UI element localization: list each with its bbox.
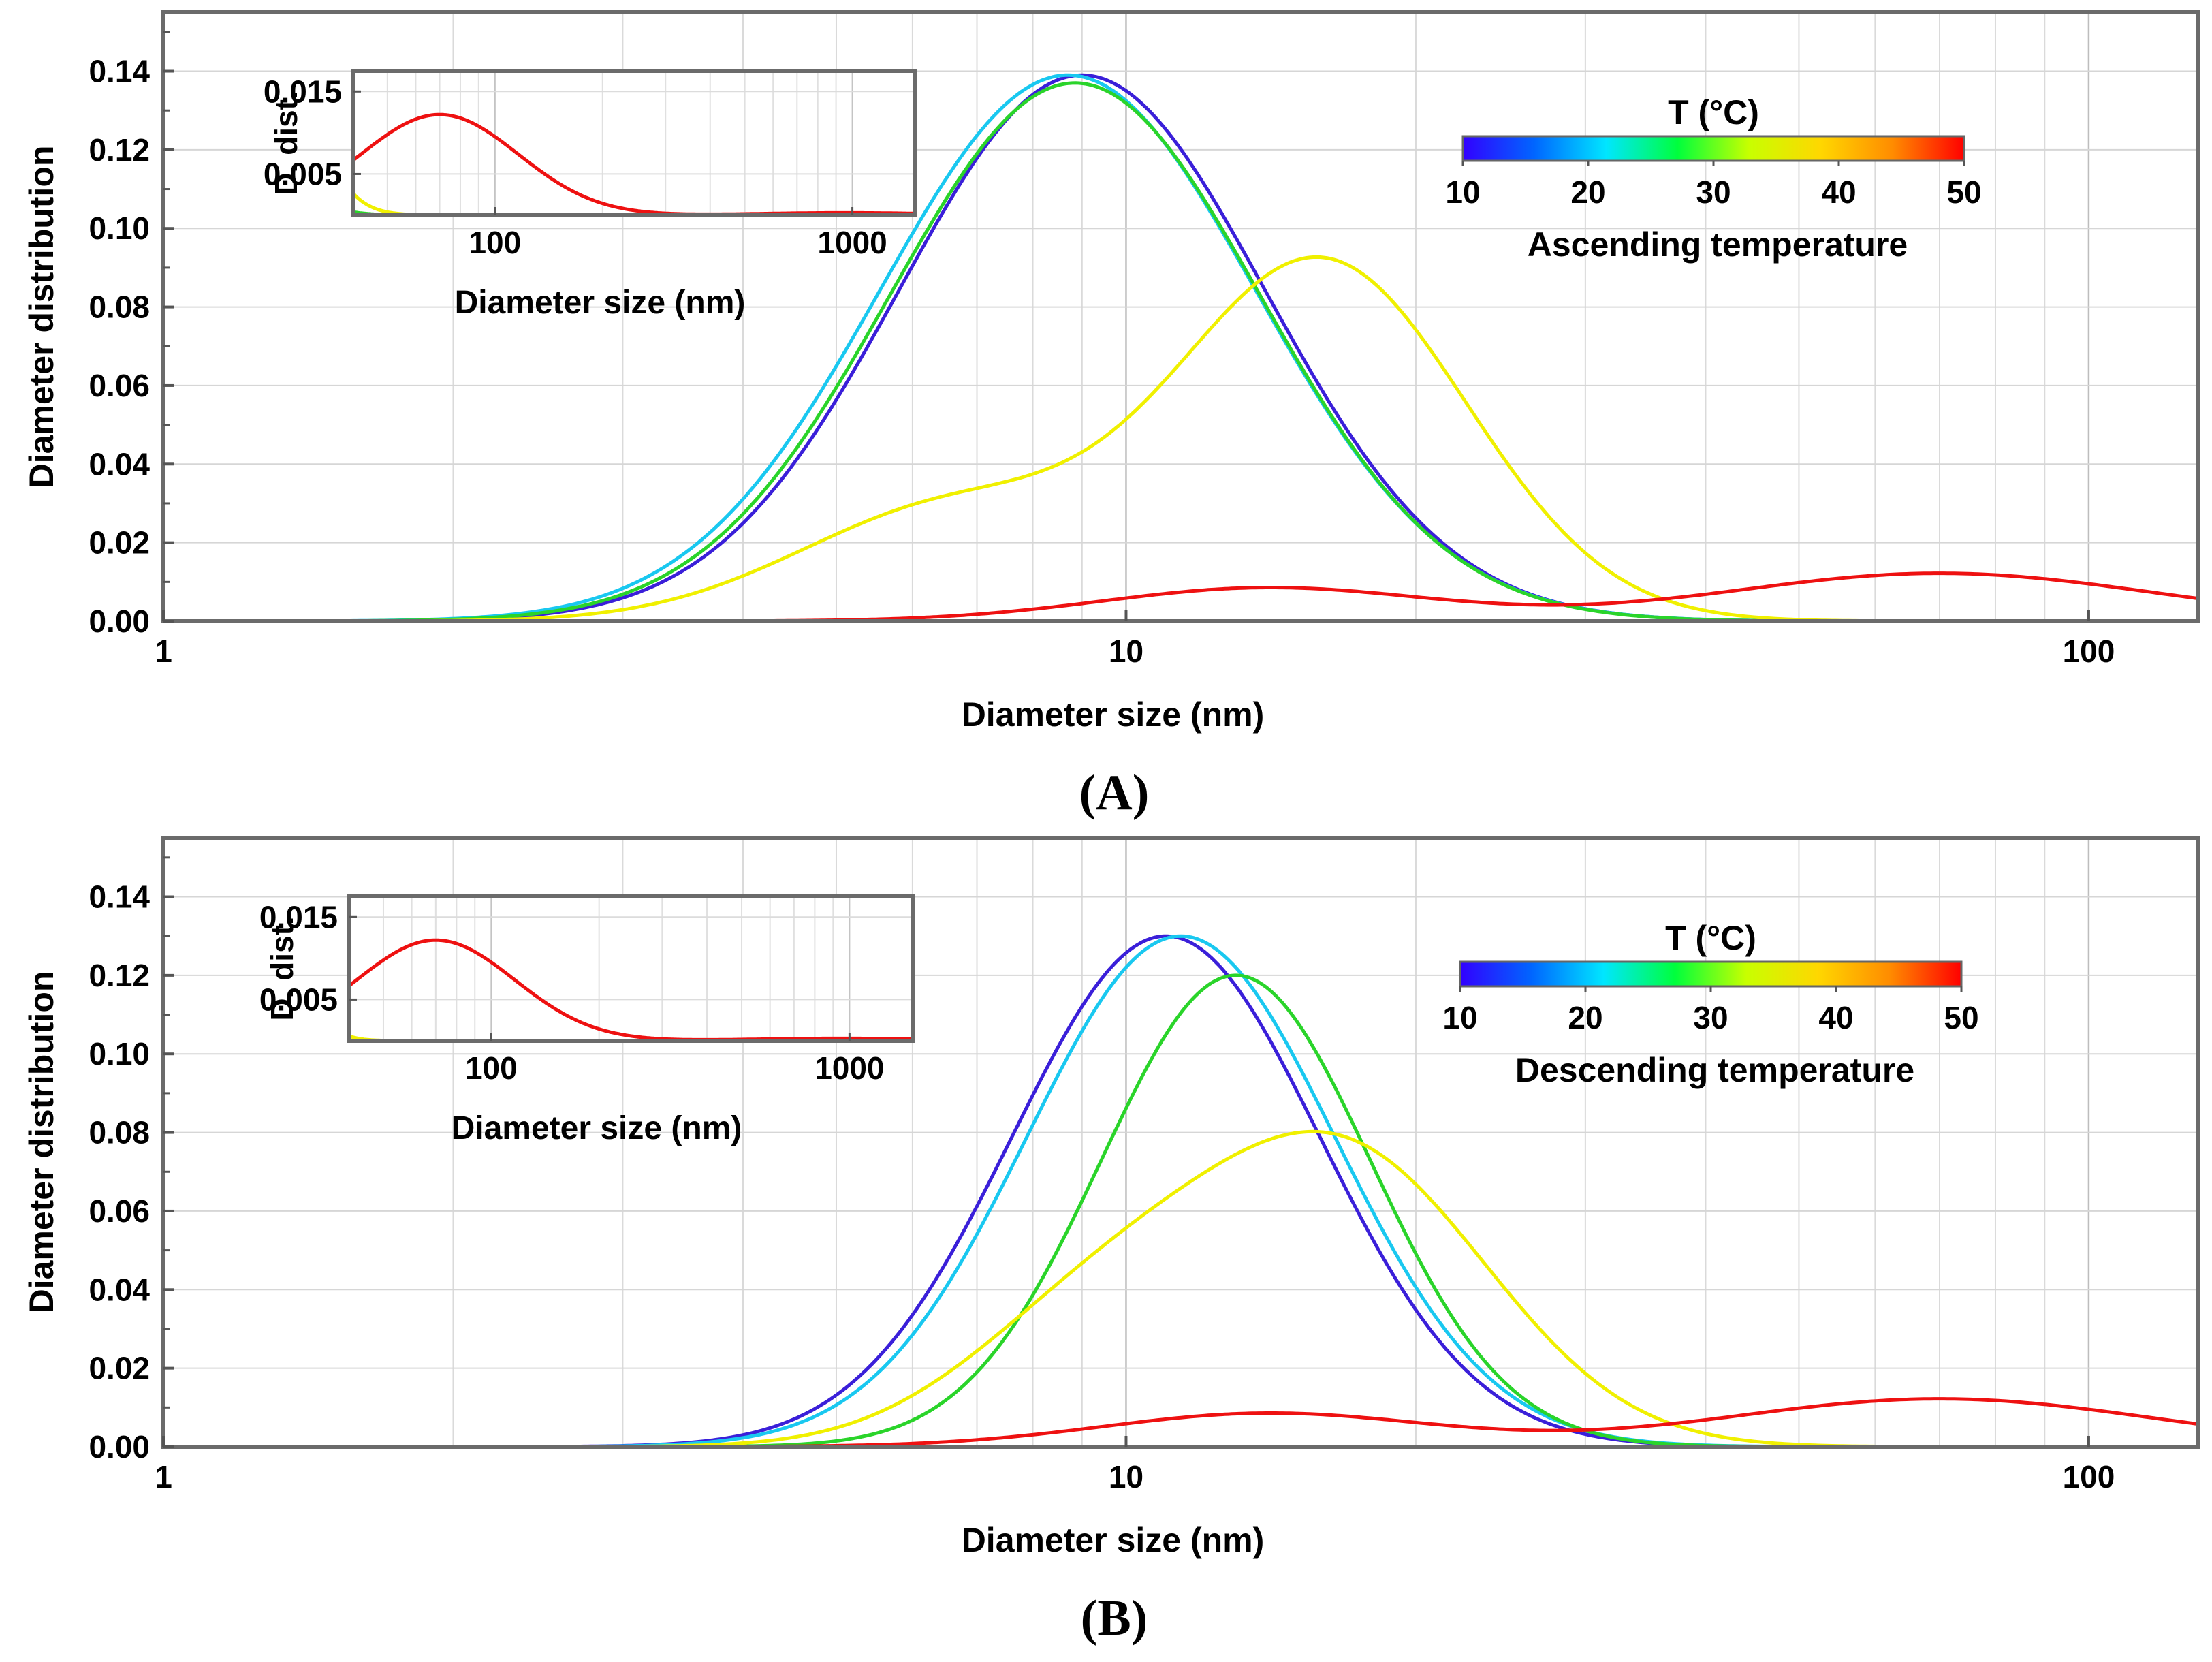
inset-plot-area xyxy=(353,71,915,215)
plot-frame xyxy=(161,10,2200,623)
colorbar-tick-label: 10 xyxy=(1445,174,1480,210)
inset-plot-area xyxy=(349,896,913,1041)
colorbar-tick-label: 20 xyxy=(1570,174,1605,210)
colorbar xyxy=(1459,960,1963,988)
y-tick-label: 0.12 xyxy=(89,958,150,993)
x-tick-label: 10 xyxy=(1109,633,1143,669)
x-axis: 1 10 100 xyxy=(155,1436,2115,1494)
colorbar-tick-label: 20 xyxy=(1568,1000,1602,1035)
panel-label: (A) xyxy=(1079,765,1150,821)
inset-series-line-0 xyxy=(351,112,916,216)
colorbar-tick-label: 30 xyxy=(1693,1000,1728,1035)
y-axis-title: Diameter distribution xyxy=(22,971,61,1314)
y-tick-label: 0.12 xyxy=(89,132,150,168)
y-tick-label: 0.14 xyxy=(89,54,150,89)
inset-x-axis-title: Diameter size (nm) xyxy=(455,285,746,321)
x-tick-label: 10 xyxy=(1109,1459,1143,1494)
inset-y-tick-label: 0.015 xyxy=(264,74,342,109)
temperature-legend: T (°C) 10 20 30 40 50 Descending temperature xyxy=(1442,919,1978,1089)
x-axis: 1 10 100 xyxy=(155,610,2115,669)
y-tick-label: 0.04 xyxy=(89,446,150,482)
inset-x-tick-label: 100 xyxy=(469,225,521,260)
inset-chart: 0.005 0.015 100 1000 Diameter size (nm) D. di… xyxy=(259,894,915,1146)
inset-y-tick-label: 0.005 xyxy=(264,156,342,191)
colorbar-tick-label: 10 xyxy=(1442,1000,1477,1035)
inset-y-tick-label: 0.015 xyxy=(259,899,338,935)
legend-title: T (°C) xyxy=(1668,93,1759,131)
inset-series-line-0 xyxy=(347,938,913,1041)
panel-b: 0.00 0.02 0.04 0.06 0.08 0.10 0.12 0.14 1 10 100 Di… xyxy=(22,836,2200,1646)
inset-x-axis-title: Diameter size (nm) xyxy=(452,1110,742,1146)
colorbar-tick-label: 40 xyxy=(1821,174,1856,210)
y-tick-label: 0.08 xyxy=(89,289,150,325)
inset-y-axis-title: D. dist. xyxy=(264,916,300,1020)
x-tick-label: 1 xyxy=(155,633,172,669)
legend-caption: Ascending temperature xyxy=(1528,225,1908,264)
plot-frame xyxy=(161,836,2200,1449)
y-tick-label: 0.10 xyxy=(89,210,150,246)
inset-chart: 0.005 0.015 100 1000 Diameter size (nm) D. di… xyxy=(264,69,917,321)
colorbar-tick-label: 40 xyxy=(1818,1000,1853,1035)
inset-x-tick-label: 1000 xyxy=(815,1050,884,1086)
y-tick-label: 0.10 xyxy=(89,1036,150,1071)
y-axis-title: Diameter distribution xyxy=(22,146,61,488)
inset-y-tick-label: 0.005 xyxy=(259,982,338,1017)
y-axis: 0.00 0.02 0.04 0.06 0.08 0.10 0.12 0.14 xyxy=(89,31,174,639)
x-axis-title: Diameter size (nm) xyxy=(962,1521,1265,1559)
y-tick-label: 0.06 xyxy=(89,368,150,403)
temperature-legend: T (°C) 10 20 30 40 50 Ascending temperature xyxy=(1445,93,1981,264)
inset-x-tick-label: 1000 xyxy=(817,225,887,260)
y-tick-label: 0.04 xyxy=(89,1272,150,1307)
y-axis: 0.00 0.02 0.04 0.06 0.08 0.10 0.12 0.14 xyxy=(89,856,174,1464)
y-tick-label: 0.06 xyxy=(89,1193,150,1229)
legend-caption: Descending temperature xyxy=(1515,1051,1914,1089)
inset-frame xyxy=(351,69,917,217)
y-tick-label: 0.02 xyxy=(89,525,150,561)
legend-title: T (°C) xyxy=(1665,919,1756,957)
inset-y-axis-title: D. dist. xyxy=(268,91,304,195)
y-tick-label: 0.02 xyxy=(89,1351,150,1386)
colorbar-tick-label: 50 xyxy=(1944,1000,1978,1035)
y-tick-label: 0.08 xyxy=(89,1115,150,1150)
colorbar-tick-label: 50 xyxy=(1946,174,1981,210)
colorbar-tick-label: 30 xyxy=(1696,174,1731,210)
inset-grid xyxy=(348,896,913,1041)
panel-a: 0.00 0.02 0.04 0.06 0.08 0.10 0.12 0.14 1 10 100 Di… xyxy=(22,10,2200,821)
panel-label: (B) xyxy=(1081,1590,1148,1646)
x-tick-label: 1 xyxy=(155,1459,172,1494)
y-tick-label: 0.14 xyxy=(89,879,150,915)
y-tick-label: 0.00 xyxy=(89,603,150,639)
inset-x-tick-label: 100 xyxy=(465,1050,518,1086)
x-axis-title: Diameter size (nm) xyxy=(962,695,1265,734)
x-tick-label: 100 xyxy=(2063,1459,2115,1494)
colorbar xyxy=(1462,135,1965,162)
inset-frame xyxy=(347,894,915,1043)
x-tick-label: 100 xyxy=(2063,633,2115,669)
y-tick-label: 0.00 xyxy=(89,1429,150,1464)
